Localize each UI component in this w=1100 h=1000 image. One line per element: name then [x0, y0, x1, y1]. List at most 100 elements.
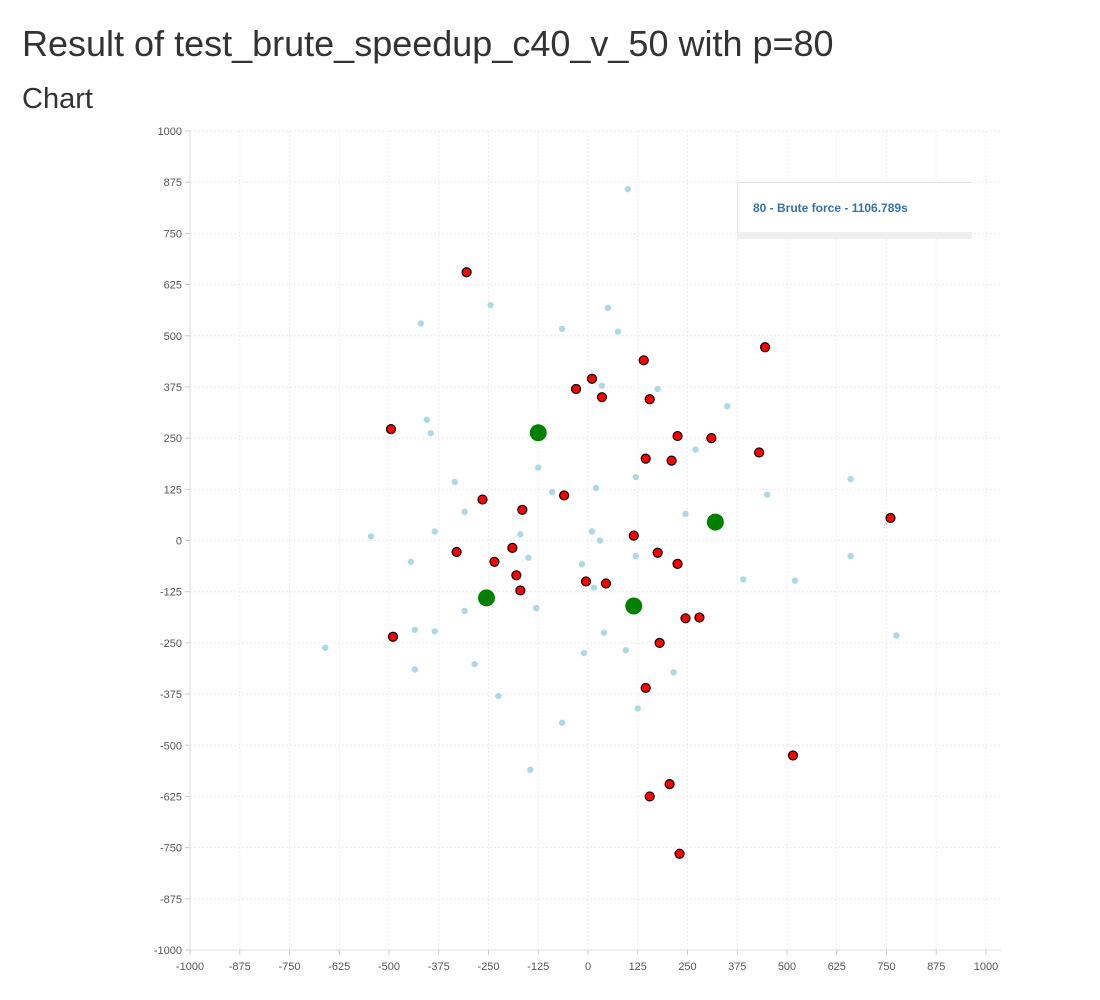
vertex-point — [588, 528, 596, 535]
vertex-point — [548, 488, 556, 496]
vertex-point — [632, 552, 639, 560]
vertex-point — [791, 577, 799, 584]
red-point — [694, 612, 705, 623]
vertex-point — [431, 628, 438, 635]
vertex-point — [322, 644, 329, 651]
vertex-point — [632, 473, 639, 481]
red-point — [654, 637, 665, 648]
chart-grid — [189, 130, 1001, 951]
vertex-point — [367, 533, 375, 540]
chart-points — [322, 185, 900, 859]
x-tick-label: -125 — [527, 961, 549, 973]
vertex-point — [740, 576, 747, 583]
y-tick-label: -625 — [160, 791, 182, 803]
red-point — [387, 631, 399, 642]
y-tick-label: 500 — [164, 331, 182, 343]
vertex-point — [893, 632, 900, 639]
red-point — [680, 613, 691, 624]
y-tick-label: 750 — [164, 228, 182, 240]
vertex-point — [558, 719, 566, 726]
vertex-point — [451, 478, 458, 486]
vertex-point — [533, 604, 540, 612]
y-tick-label: -500 — [160, 740, 182, 752]
vertex-point — [461, 607, 468, 615]
red-point — [787, 750, 799, 761]
chart-legend: 80 - Brute force - 1106.789s — [737, 182, 972, 239]
center-point — [706, 513, 724, 531]
red-point — [385, 424, 397, 435]
red-point — [477, 494, 488, 505]
y-tick-label: 0 — [176, 536, 182, 548]
vertex-point — [517, 531, 524, 538]
y-tick-label: 625 — [164, 280, 182, 292]
vertex-point — [622, 647, 630, 654]
red-point — [559, 490, 570, 501]
red-point — [664, 779, 675, 790]
y-tick-label: -250 — [160, 638, 182, 650]
red-point — [885, 512, 896, 524]
red-point — [760, 342, 771, 353]
y-tick-label: -1000 — [154, 945, 182, 957]
x-tick-label: -250 — [477, 961, 499, 973]
vertex-point — [558, 325, 566, 332]
red-point — [652, 547, 663, 558]
red-point — [600, 578, 612, 589]
red-point — [640, 682, 651, 694]
vertex-point — [527, 766, 534, 774]
vertex-point — [423, 416, 431, 423]
red-point — [666, 455, 677, 466]
red-point — [489, 556, 500, 567]
red-point — [517, 504, 528, 515]
y-tick-label: -750 — [160, 843, 182, 855]
vertex-point — [495, 692, 502, 700]
vertex-point — [535, 464, 542, 471]
vertex-point — [724, 402, 731, 410]
page-title: Result of test_brute_speedup_c40_v_50 wi… — [22, 23, 834, 64]
x-tick-label: 625 — [828, 961, 846, 973]
vertex-point — [624, 185, 631, 193]
x-tick-label: 875 — [927, 961, 945, 973]
y-tick-label: -375 — [160, 689, 182, 701]
legend-entry: 80 - Brute force - 1106.789s — [753, 201, 908, 215]
red-point — [754, 447, 765, 458]
vertex-point — [411, 666, 419, 673]
center-point — [529, 424, 547, 442]
vertex-point — [578, 561, 586, 568]
vertex-point — [634, 705, 641, 712]
center-point — [478, 589, 496, 607]
x-tick-label: -875 — [229, 961, 251, 973]
y-tick-label: -125 — [160, 587, 182, 599]
vertex-point — [847, 552, 854, 560]
red-point — [596, 392, 608, 403]
red-point — [507, 542, 518, 553]
vertex-point — [847, 475, 854, 483]
red-point — [628, 530, 639, 541]
vertex-point — [596, 537, 604, 544]
red-point — [644, 394, 655, 405]
x-tick-label: -750 — [278, 961, 300, 973]
x-axis-ticks: -1000 -875 -750 -625 -500 -375 -250 -125 0 125 250… — [176, 950, 998, 973]
y-tick-label: 1000 — [158, 126, 182, 138]
red-point — [580, 576, 592, 587]
x-tick-label: -500 — [378, 961, 400, 973]
y-tick-label: 250 — [164, 433, 182, 445]
x-tick-label: 0 — [585, 961, 591, 973]
vertex-point — [600, 629, 608, 636]
x-tick-label: -625 — [328, 961, 350, 973]
x-tick-label: 250 — [678, 961, 696, 973]
vertex-point — [461, 508, 468, 516]
vertex-point — [417, 320, 425, 327]
red-point — [461, 267, 472, 278]
y-tick-label: 125 — [164, 484, 182, 496]
x-tick-label: 125 — [629, 961, 647, 973]
y-tick-label: -875 — [160, 894, 182, 906]
x-tick-label: 500 — [778, 961, 796, 973]
red-point — [570, 383, 582, 395]
vertex-point — [431, 528, 438, 535]
vertex-point — [654, 385, 661, 393]
x-tick-label: 375 — [728, 961, 746, 973]
y-tick-label: 875 — [164, 177, 182, 189]
vertex-point — [590, 584, 598, 591]
red-point — [515, 585, 526, 596]
red-point — [644, 791, 655, 802]
